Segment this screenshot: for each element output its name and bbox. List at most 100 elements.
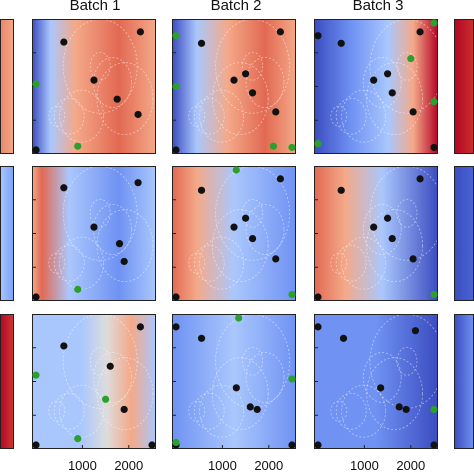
cropped-edge-panel-frame [0,19,14,154]
contour-lines [48,313,154,438]
observed-point [377,384,385,392]
observed-point [106,362,114,370]
observed-point [172,146,180,154]
new-batch-point [172,438,180,447]
heatmap-panel [32,165,156,301]
observed-point [242,70,250,78]
observed-point [90,76,98,84]
observed-point [409,108,417,116]
cropped-edge-panel [0,314,14,449]
observed-point [115,240,124,248]
heatmap-panels [0,18,474,449]
x-tick-label: 2000 [254,458,283,473]
observed-point [272,255,280,263]
observed-point [388,89,396,97]
observed-point [272,108,280,116]
new-batch-point [430,290,438,299]
observed-point [120,257,128,266]
cropped-edge-panel [454,314,474,449]
contour-lines [330,313,445,438]
observed-point [337,186,345,194]
new-batch-point [407,54,415,63]
observed-point [416,28,424,36]
new-batch-point [232,166,240,174]
observed-point [337,39,345,47]
x-tick-label: 2000 [114,458,143,473]
observed-point [197,39,206,47]
column-titles: Batch 1 Batch 2 Batch 3 [70,0,404,14]
column-title-batch-3: Batch 3 [353,0,404,14]
new-batch-point [32,371,40,379]
observed-point [32,146,40,154]
observed-point [172,323,180,331]
new-batch-point [269,142,278,150]
heatmap-panel [32,313,156,449]
heatmap-field [172,166,296,301]
observed-point [172,293,180,301]
new-batch-point [430,405,438,414]
x-tick-labels: 1000 2000 1000 2000 1000 2000 [68,445,425,473]
new-batch-point [288,143,296,152]
observed-point [134,110,142,119]
new-batch-point [430,19,438,27]
x-tick-label: 1000 [350,458,379,473]
observed-point [416,175,424,183]
new-batch-point [235,314,243,322]
observed-point [32,441,40,449]
observed-point [232,384,240,392]
heatmap-panel [172,313,296,449]
observed-point [248,234,257,243]
x-tick-label: 1000 [68,458,97,473]
new-batch-point [430,98,438,106]
heatmap-field [172,19,296,154]
cropped-edge-panel-frame [0,166,14,301]
observed-point [384,214,392,222]
new-batch-point [102,395,110,403]
observed-point [197,186,206,194]
observed-point [246,403,254,411]
observed-point [60,342,68,350]
observed-point [430,441,438,449]
heatmap-panel [314,18,445,154]
heatmap-field [314,166,438,301]
new-batch-point [32,80,40,88]
column-title-batch-1: Batch 1 [70,0,121,14]
observed-point [242,214,250,222]
heatmap-field [314,314,438,449]
contour-lines [188,18,291,143]
x-tick-label: 1000 [208,458,237,473]
observed-point [230,223,238,231]
observed-point [314,323,322,331]
observed-point [60,38,68,46]
cropped-edge-panel [454,19,474,154]
contour-lines [48,18,154,143]
observed-point [411,327,420,335]
observed-point [409,255,417,263]
observed-point [314,441,322,449]
observed-point [230,76,238,84]
observed-point [388,234,396,243]
observed-point [370,223,378,231]
observed-point [136,323,144,331]
cropped-edge-panel [454,166,474,301]
observed-point [32,293,40,301]
x-tick-label: 2000 [396,458,425,473]
observed-point [395,403,403,411]
observed-point [314,32,322,40]
contour-lines [188,313,291,438]
observed-point [430,143,438,152]
cropped-edge-panel [0,166,14,301]
new-batch-point [288,290,296,299]
heatmap-panel [172,165,296,301]
observed-point [90,223,98,231]
cropped-edge-panel-frame [0,314,14,449]
observed-point [339,334,348,342]
observed-point [370,76,378,84]
heatmap-panel [32,18,156,154]
new-batch-point [74,285,82,293]
observed-point [384,70,392,78]
heatmap-field [172,314,296,449]
heatmap-panel [172,18,296,154]
contour-lines [330,18,445,143]
